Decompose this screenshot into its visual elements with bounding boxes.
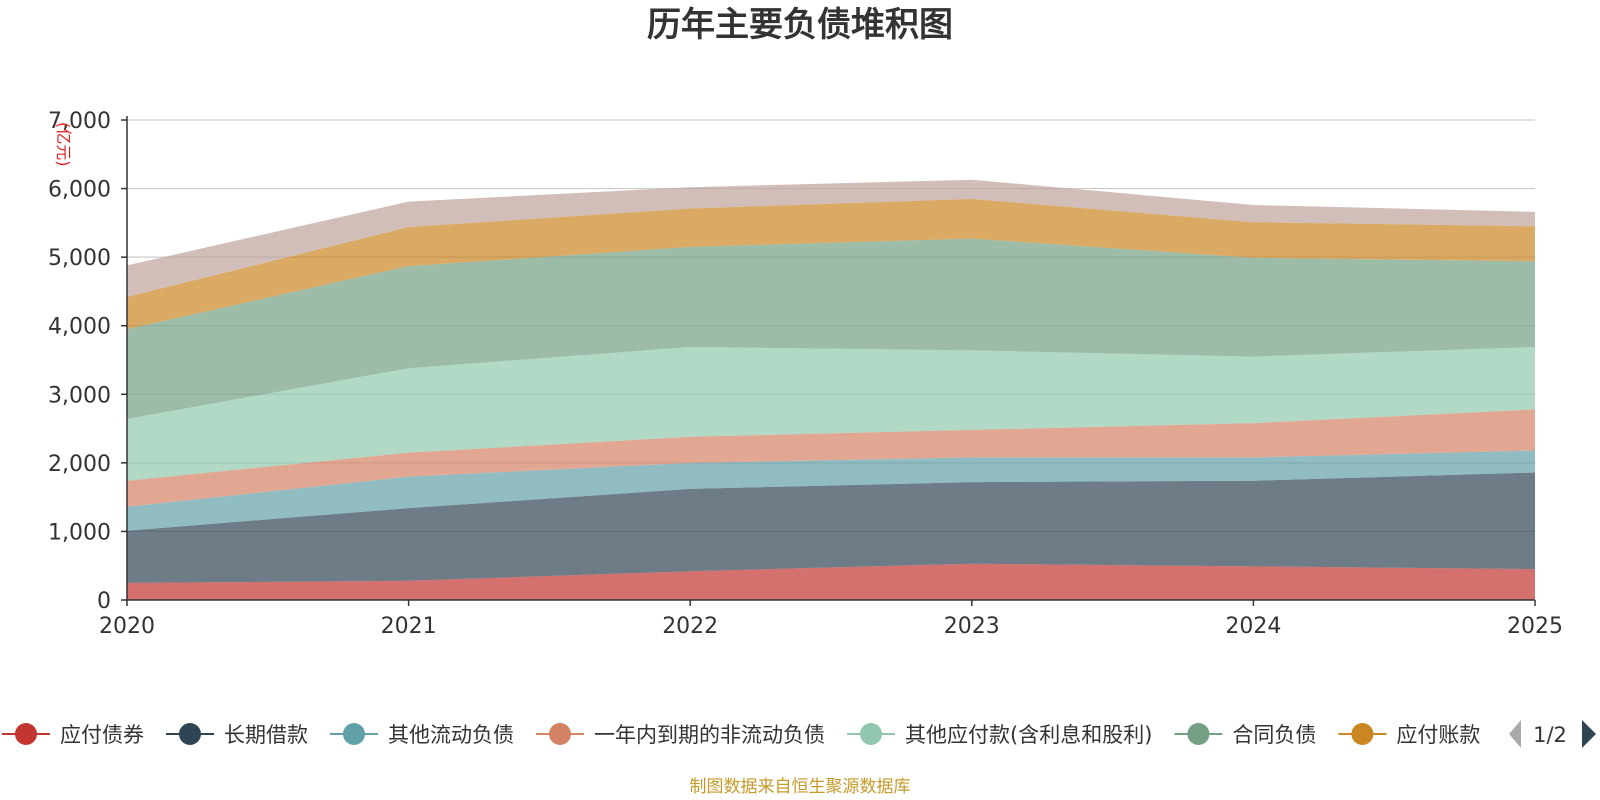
chart-title: 历年主要负债堆积图 <box>647 5 953 45</box>
y-tick-label: 3,000 <box>48 383 111 408</box>
x-tick-label: 2020 <box>99 614 155 639</box>
legend-label: 合同负债 <box>1232 723 1316 747</box>
legend-item-1[interactable]: 长期借款 <box>166 723 308 747</box>
legend-marker-icon <box>343 723 365 745</box>
legend-pager: 1/2 <box>1509 720 1596 748</box>
y-tick-label: 7,000 <box>48 109 111 134</box>
legend-label: 应付账款 <box>1396 723 1480 747</box>
legend-marker-icon <box>1351 723 1374 745</box>
legend-next-arrow-icon[interactable] <box>1582 720 1596 748</box>
legend-label: 应付债券 <box>60 723 144 747</box>
legend-marker-icon <box>179 723 201 745</box>
y-tick-label: 4,000 <box>48 315 111 340</box>
area-series-1[interactable] <box>127 472 1535 583</box>
y-tick-label: 0 <box>97 589 111 614</box>
legend-prev-arrow-icon[interactable] <box>1509 720 1521 748</box>
y-tick-label: 5,000 <box>48 246 111 271</box>
area-series-5[interactable] <box>127 238 1535 419</box>
x-tick-label: 2023 <box>944 614 1000 639</box>
legend-page-label: 1/2 <box>1533 723 1567 747</box>
legend-item-0[interactable]: 应付债券 <box>2 723 144 747</box>
x-tick-label: 2025 <box>1507 614 1563 639</box>
x-tick-label: 2021 <box>381 614 437 639</box>
area-series-group <box>127 179 1535 600</box>
y-tick-label: 2,000 <box>48 452 111 477</box>
data-source-footer: 制图数据来自恒生聚源数据库 <box>690 777 911 797</box>
area-series-4[interactable] <box>127 347 1535 481</box>
legend-label: 其他应付款(含利息和股利) <box>905 723 1152 747</box>
y-tick-label: 1,000 <box>48 520 111 545</box>
legend-marker-icon <box>549 723 571 745</box>
axes: 0 1,000 2,000 3,000 4,000 5,000 6,000 7,000 2020… <box>48 109 1563 639</box>
area-series-3[interactable] <box>127 409 1535 507</box>
legend-item-3[interactable]: 一年内到期的非流动负债 <box>536 723 825 747</box>
legend: 应付债券 长期借款 其他流动负债 一年内到期的非流动负债 其他应付款(含利息和股利) 合同… <box>2 723 1480 747</box>
area-series-7[interactable] <box>127 179 1535 297</box>
x-tick-label: 2022 <box>662 614 718 639</box>
legend-label: 其他流动负债 <box>388 723 514 747</box>
legend-marker-icon <box>860 723 882 745</box>
area-series-6[interactable] <box>127 198 1535 330</box>
legend-item-2[interactable]: 其他流动负债 <box>330 723 514 747</box>
y-tick-label: 6,000 <box>48 178 111 203</box>
legend-marker-icon <box>1187 723 1210 745</box>
y-axis-unit-label: (亿元) <box>54 122 73 167</box>
area-series-2[interactable] <box>127 450 1535 531</box>
legend-label: 一年内到期的非流动负债 <box>594 723 825 747</box>
legend-item-6[interactable]: 应付账款 <box>1338 723 1480 747</box>
legend-marker-icon <box>15 723 37 745</box>
legend-item-4[interactable]: 其他应付款(含利息和股利) <box>847 723 1152 747</box>
x-tick-label: 2024 <box>1225 614 1281 639</box>
area-series-0[interactable] <box>127 563 1535 600</box>
legend-item-5[interactable]: 合同负债 <box>1174 723 1316 747</box>
legend-label: 长期借款 <box>224 723 308 747</box>
